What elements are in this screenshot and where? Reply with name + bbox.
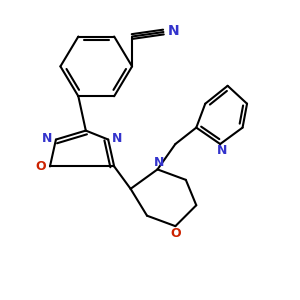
Text: N: N bbox=[168, 24, 179, 38]
Text: N: N bbox=[42, 132, 52, 145]
Text: N: N bbox=[154, 156, 164, 169]
Text: N: N bbox=[217, 144, 227, 157]
Text: O: O bbox=[36, 160, 46, 173]
Text: O: O bbox=[170, 227, 181, 240]
Text: N: N bbox=[112, 132, 122, 145]
